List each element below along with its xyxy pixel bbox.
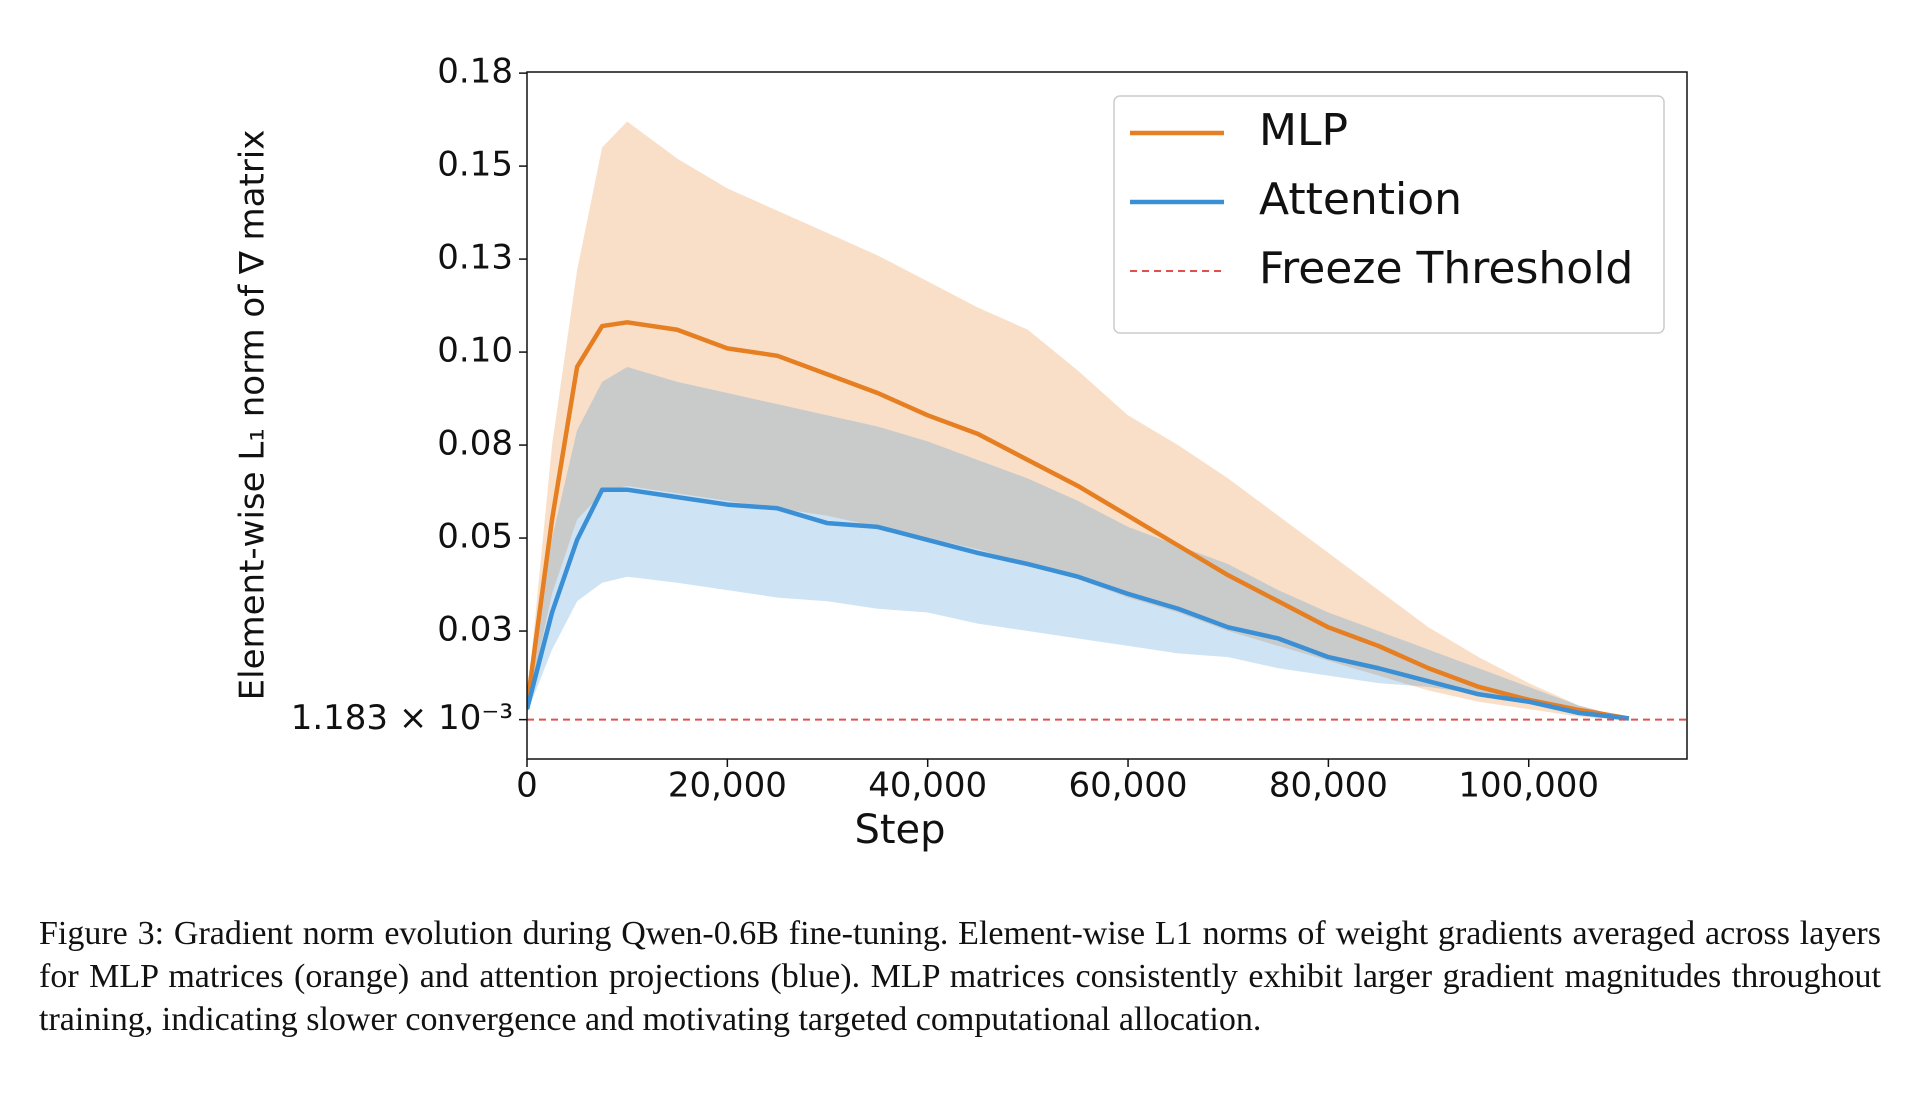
caption: Figure 3: Gradient norm evolution during… (39, 915, 1881, 1038)
y-tick-label: 0.03 (437, 610, 513, 650)
legend-label: Attention (1259, 174, 1462, 225)
y-tick-label: 0.05 (437, 517, 513, 557)
line (527, 487, 1630, 721)
y-tick-label: 0.15 (437, 145, 513, 185)
legend-label: Freeze Threshold (1259, 243, 1633, 294)
chart: Step Element-wise L₁ norm of ∇ matrix 1.… (233, 52, 1688, 853)
x-tick-label: 80,000 (1269, 766, 1388, 806)
x-tick-label: 100,000 (1458, 766, 1599, 806)
x-tick-label: 20,000 (668, 766, 787, 806)
y-tick-label: 0.13 (437, 238, 513, 278)
x-tick-label: 40,000 (868, 766, 987, 806)
x-tick-label: 60,000 (1069, 766, 1188, 806)
band (527, 366, 1629, 719)
y-tick-label: 0.10 (437, 331, 513, 371)
legend-label: MLP (1259, 105, 1348, 156)
y-tick-label: 1.183 × 10⁻³ (291, 698, 513, 738)
legend-box (1113, 95, 1665, 334)
band (527, 121, 1629, 721)
line (527, 320, 1630, 721)
y-tick-label: 0.18 (437, 52, 513, 92)
x-axis-label: Step (854, 807, 945, 853)
y-axis-label: Element-wise L₁ norm of ∇ matrix (233, 130, 273, 701)
plot-frame (526, 71, 1688, 760)
y-tick-label: 0.08 (437, 424, 513, 464)
x-tick-label: 0 (516, 766, 538, 806)
